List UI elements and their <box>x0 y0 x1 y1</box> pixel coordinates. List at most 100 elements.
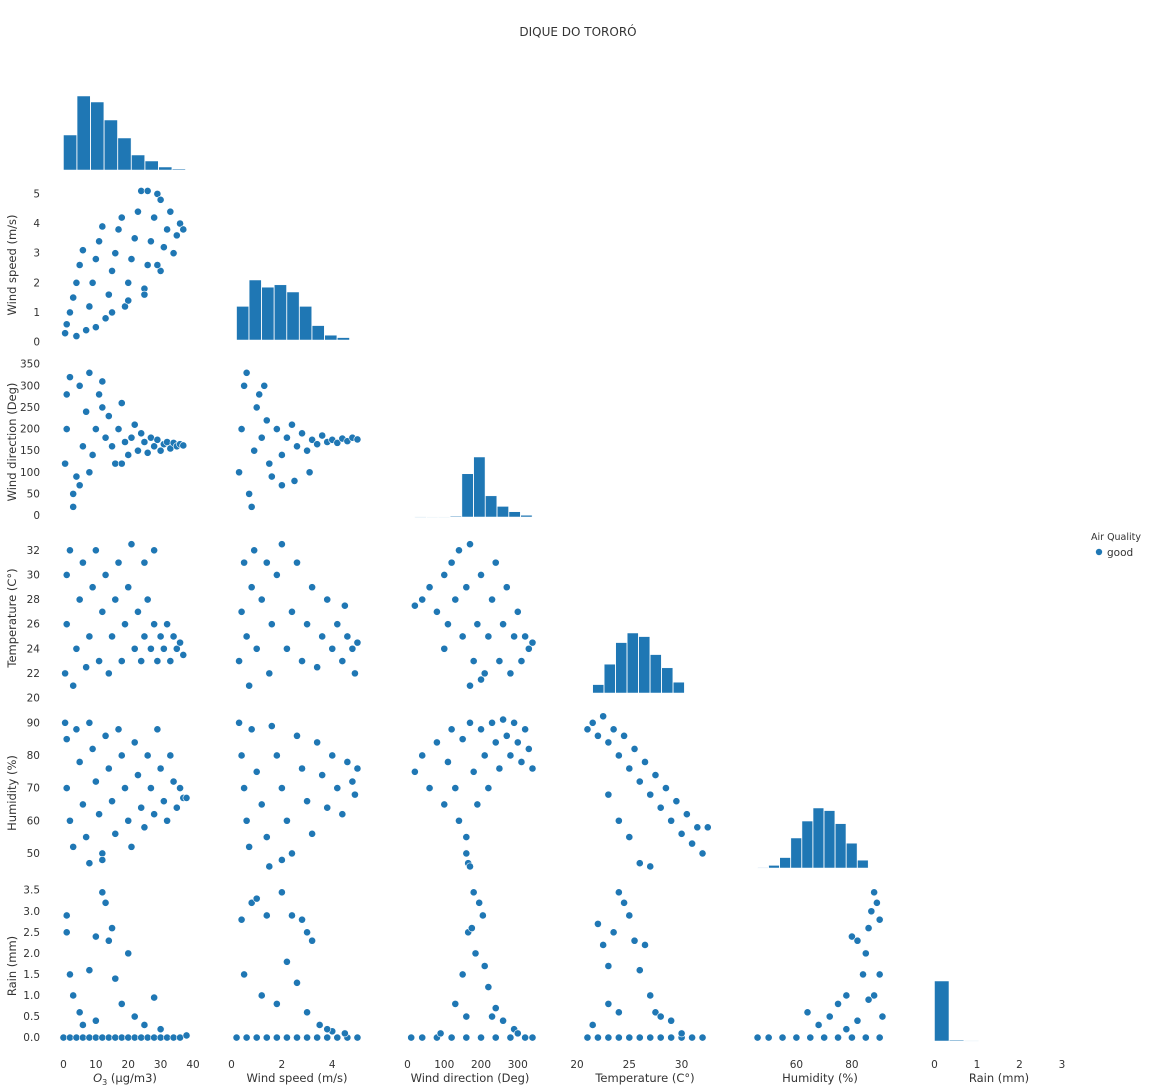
y-tick-label-temp: 24 <box>27 643 41 655</box>
y-tick-label-ws: 0 <box>33 337 40 349</box>
scatter-point <box>614 751 623 760</box>
scatter-point <box>323 1025 332 1034</box>
scatter-point <box>262 911 271 920</box>
scatter-point <box>308 829 317 838</box>
scatter-point <box>163 620 171 629</box>
scatter-point <box>764 1033 773 1042</box>
scatter-point <box>462 833 471 841</box>
scatter-point <box>517 657 526 665</box>
y-tick-label-rain: 3.5 <box>23 885 40 897</box>
histogram-bar <box>248 279 262 341</box>
scatter-point <box>150 810 159 819</box>
scatter-point <box>252 767 261 776</box>
x-tick-label-hum: 60 <box>790 1059 803 1071</box>
scatter-point <box>614 816 623 825</box>
x-axis-label-wd: Wind direction (Deg) <box>411 1071 530 1085</box>
scatter-point <box>98 1033 107 1042</box>
scatter-point <box>88 278 97 287</box>
scatter-point <box>98 222 107 231</box>
scatter-point <box>98 856 107 864</box>
scatter-point <box>111 459 120 468</box>
histogram-bar <box>158 166 173 171</box>
scatter-point <box>499 715 507 724</box>
histogram-bar <box>508 511 521 518</box>
histogram-bar <box>117 137 132 171</box>
histogram-bar <box>426 516 439 518</box>
scatter-point <box>150 442 159 451</box>
scatter-point <box>333 620 342 629</box>
scatter-point <box>62 571 71 579</box>
scatter-point <box>875 1033 884 1042</box>
scatter-point <box>124 583 133 592</box>
y-tick-label-temp: 28 <box>27 594 40 606</box>
scatter-point <box>91 1033 100 1042</box>
scatter-point <box>803 1008 812 1017</box>
scatter-point <box>351 669 359 678</box>
scatter-wd-vs-hum <box>410 715 537 871</box>
scatter-point <box>418 1033 427 1042</box>
scatter-point <box>353 1033 362 1042</box>
scatter-point <box>117 1033 126 1042</box>
scatter-point <box>72 278 81 287</box>
scatter-point <box>524 644 533 653</box>
scatter-point <box>491 1033 500 1042</box>
scatter-point <box>250 546 259 555</box>
scatter-point <box>88 583 97 592</box>
scatter-point <box>864 924 873 933</box>
histogram-bar <box>324 334 338 341</box>
scatter-point <box>491 558 500 567</box>
scatter-point <box>313 1033 322 1042</box>
scatter-point <box>521 1033 530 1042</box>
scatter-point <box>85 1033 94 1042</box>
scatter-point <box>328 644 337 653</box>
scatter-point <box>117 459 126 468</box>
scatter-point <box>313 738 322 747</box>
scatter-point <box>143 1033 152 1042</box>
y-tick-label-hum: 80 <box>27 750 40 762</box>
scatter-point <box>79 558 87 567</box>
scatter-point <box>127 255 136 263</box>
histogram-bar <box>438 516 451 518</box>
scatter-point <box>69 991 78 1000</box>
scatter-point <box>179 441 188 450</box>
scatter-point <box>104 764 113 773</box>
scatter-point <box>169 632 178 641</box>
scatter-point <box>169 249 178 258</box>
scatter-point <box>418 595 427 604</box>
scatter-point <box>288 849 296 858</box>
scatter-point <box>140 438 149 446</box>
scatter-point <box>447 1033 456 1042</box>
scatter-point <box>66 546 74 555</box>
scatter-point <box>156 195 165 204</box>
scatter-point <box>72 644 81 653</box>
scatter-point <box>121 620 129 629</box>
scatter-point <box>469 657 478 665</box>
scatter-point <box>303 797 311 806</box>
scatter-point <box>166 657 175 665</box>
scatter-point <box>150 620 159 629</box>
scatter-point <box>66 308 74 317</box>
histogram-bar <box>801 820 813 869</box>
scatter-point <box>176 1033 184 1042</box>
scatter-point <box>91 323 100 332</box>
scatter-point <box>247 898 256 907</box>
scatter-point <box>121 438 129 446</box>
scatter-point <box>614 1008 623 1017</box>
scatter-point <box>252 1033 261 1042</box>
scatter-point <box>137 1033 146 1042</box>
scatter-point <box>172 803 181 812</box>
scatter-point <box>484 983 493 991</box>
scatter-point <box>469 888 478 897</box>
scatter-point <box>466 718 474 727</box>
scatter-point <box>277 481 286 490</box>
scatter-point <box>328 751 337 760</box>
scatter-point <box>521 632 530 641</box>
histogram-bar <box>638 636 651 694</box>
scatter-point <box>305 468 314 477</box>
scatter-point <box>495 657 504 665</box>
scatter-point <box>646 790 655 799</box>
scatter-point <box>870 888 879 897</box>
scatter-point <box>859 970 867 979</box>
scatter-point <box>140 823 149 832</box>
scatter-point <box>62 784 71 793</box>
